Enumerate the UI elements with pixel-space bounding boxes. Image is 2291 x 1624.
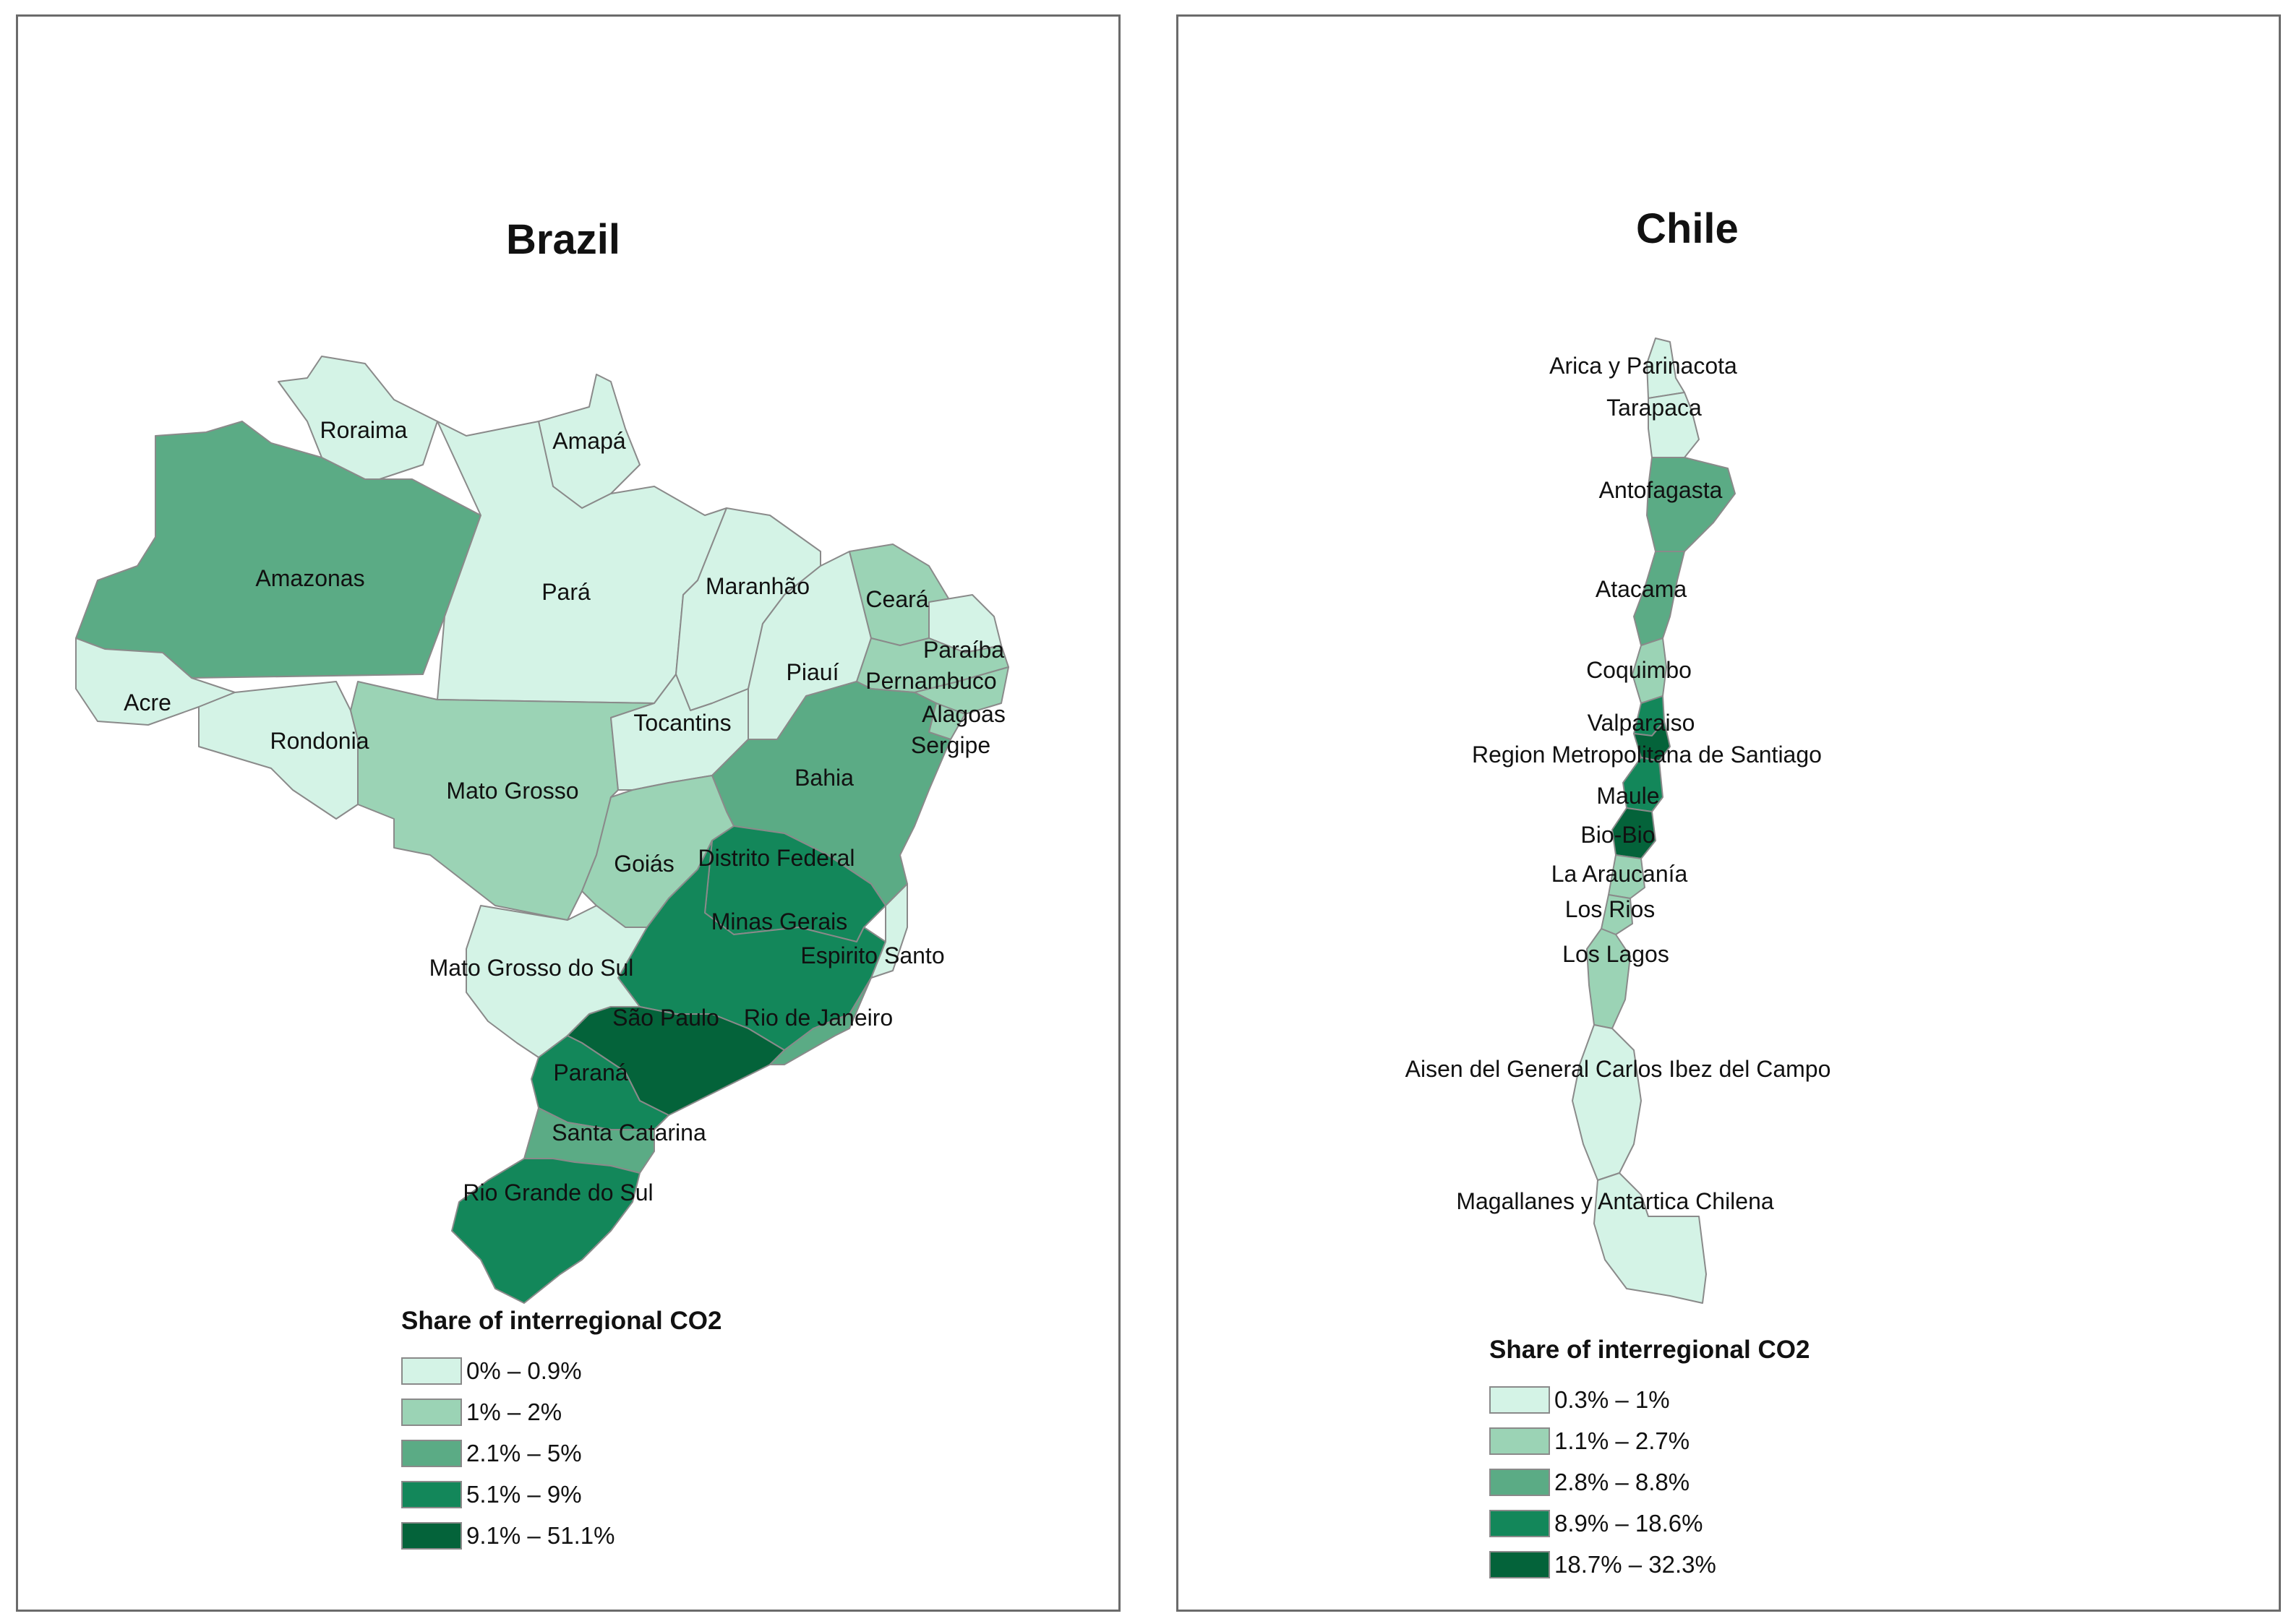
region-label: Atacama <box>1596 576 1687 602</box>
legend-label: 0% – 0.9% <box>466 1357 582 1384</box>
region-label: Minas Gerais <box>711 908 848 935</box>
legend-item: 18.7% – 32.3% <box>1489 1544 1810 1585</box>
region-label: Rio de Janeiro <box>744 1005 893 1031</box>
region-label: Mato Grosso do Sul <box>429 955 634 981</box>
region-label: Paraná <box>553 1060 628 1086</box>
legend-item: 1.1% – 2.7% <box>1489 1420 1810 1461</box>
region-tarapaca <box>1648 392 1700 458</box>
legend-label: 18.7% – 32.3% <box>1554 1550 1716 1578</box>
region-label: Tocantins <box>633 710 731 736</box>
legend-swatch <box>1489 1427 1550 1455</box>
legend-label: 8.9% – 18.6% <box>1554 1509 1703 1537</box>
legend-label: 9.1% – 51.1% <box>466 1521 615 1549</box>
legend-label: 2.1% – 5% <box>466 1439 582 1466</box>
legend-label: 2.8% – 8.8% <box>1554 1468 1690 1495</box>
region-label: Espirito Santo <box>800 942 944 968</box>
region-label: Antofagasta <box>1599 477 1723 503</box>
chile-choropleth-map: Arica y Parinacota Tarapaca Antofagasta … <box>1405 338 1831 1304</box>
region-aisen-del-general-carlos-ibez-del-campo <box>1572 1024 1642 1181</box>
region-label: Acre <box>124 689 171 716</box>
brazil-legend: Share of interregional CO2 0% – 0.9% 1% … <box>401 1307 721 1556</box>
region-label: Aisen del General Carlos Ibez del Campo <box>1405 1056 1831 1082</box>
legend-item: 5.1% – 9% <box>401 1474 721 1515</box>
legend-label: 0.3% – 1% <box>1554 1385 1670 1413</box>
region-label: La Araucanía <box>1551 861 1688 887</box>
chile-regions <box>1572 338 1736 1304</box>
region-label: Pernambuco <box>865 668 996 694</box>
legend-title: Share of interregional CO2 <box>1489 1336 1810 1364</box>
region-label: Region Metropolitana de Santiago <box>1472 742 1822 768</box>
region-label: Valparaiso <box>1588 710 1695 736</box>
region-label: Sergipe <box>911 732 990 758</box>
legend-swatch <box>401 1439 462 1467</box>
legend-item: 2.1% – 5% <box>401 1432 721 1474</box>
legend-item: 0.3% – 1% <box>1489 1379 1810 1420</box>
region-label: Santa Catarina <box>552 1120 706 1146</box>
region-label: Bahia <box>795 765 854 791</box>
region-rondonia <box>198 681 359 820</box>
legend-swatch <box>401 1398 462 1426</box>
region-label: Mato Grosso <box>446 778 578 804</box>
region-label: Ceará <box>865 586 928 612</box>
region-label: Amazonas <box>255 565 364 591</box>
region-label: Bio-Bio <box>1580 822 1655 848</box>
region-label: Piauí <box>787 659 839 685</box>
region-label: Tarapaca <box>1606 395 1702 421</box>
brazil-map-title: Brazil <box>506 216 620 263</box>
region-los-rios <box>1601 894 1633 935</box>
region-la-araucania <box>1608 854 1645 899</box>
chile-map-title: Chile <box>1636 205 1739 252</box>
legend-label: 1% – 2% <box>466 1398 562 1425</box>
chile-legend: Share of interregional CO2 0.3% – 1% 1.1… <box>1489 1336 1810 1585</box>
legend-label: 1.1% – 2.7% <box>1554 1427 1690 1454</box>
region-label: Goiás <box>614 851 675 877</box>
legend-item: 2.8% – 8.8% <box>1489 1461 1810 1503</box>
legend-label: 5.1% – 9% <box>466 1480 582 1508</box>
chile-map-panel: Chile Arica y Parinacota Tarapaca Antofa… <box>1176 14 2281 1612</box>
legend-item: 8.9% – 18.6% <box>1489 1503 1810 1544</box>
region-label: Distrito Federal <box>698 845 855 871</box>
region-label: Rondonia <box>270 728 369 754</box>
region-rio-grande-do-sul <box>451 1158 641 1304</box>
legend-swatch <box>1489 1468 1550 1496</box>
legend-title: Share of interregional CO2 <box>401 1307 722 1335</box>
legend-swatch <box>1489 1509 1550 1537</box>
region-label: Roraima <box>320 417 408 443</box>
region-label: Los Rios <box>1565 896 1656 922</box>
region-label: Maule <box>1596 783 1659 809</box>
region-label: Coquimbo <box>1586 657 1692 683</box>
region-label: Paraíba <box>923 637 1004 663</box>
region-magallanes-y-antartica-chilena <box>1593 1172 1707 1304</box>
region-label: Pará <box>541 579 591 605</box>
brazil-choropleth-map: Roraima Amapá Amazonas Pará Maranhão Cea… <box>75 356 1009 1304</box>
region-label: Rio Grande do Sul <box>463 1180 653 1206</box>
region-sao-paulo <box>567 1006 785 1116</box>
legend-item: 1% – 2% <box>401 1391 721 1432</box>
legend-item: 0% – 0.9% <box>401 1350 721 1391</box>
region-label: Maranhão <box>706 573 810 599</box>
region-amazonas <box>75 421 481 679</box>
chile-region-labels: Arica y Parinacota Tarapaca Antofagasta … <box>1405 353 1831 1214</box>
brazil-regions <box>75 356 1009 1304</box>
region-roraima <box>278 356 438 480</box>
region-label: Alagoas <box>922 701 1006 727</box>
region-espirito-santo <box>870 883 908 979</box>
region-label: Amapá <box>552 428 626 454</box>
brazil-map-panel: Brazil <box>16 14 1121 1612</box>
legend-swatch <box>401 1357 462 1385</box>
legend-swatch <box>401 1480 462 1508</box>
legend-item: 9.1% – 51.1% <box>401 1515 721 1556</box>
region-label: Los Lagos <box>1562 941 1669 967</box>
brazil-region-labels: Roraima Amapá Amazonas Pará Maranhão Cea… <box>124 417 1006 1206</box>
region-parana <box>531 1035 669 1130</box>
region-antofagasta <box>1646 457 1736 552</box>
legend-swatch <box>1489 1550 1550 1578</box>
region-label: São Paulo <box>612 1005 719 1031</box>
legend-swatch <box>401 1521 462 1550</box>
region-rio-de-janeiro <box>769 977 872 1065</box>
region-label: Arica y Parinacota <box>1549 353 1737 379</box>
region-label: Magallanes y Antartica Chilena <box>1456 1188 1774 1214</box>
legend-swatch <box>1489 1385 1550 1414</box>
